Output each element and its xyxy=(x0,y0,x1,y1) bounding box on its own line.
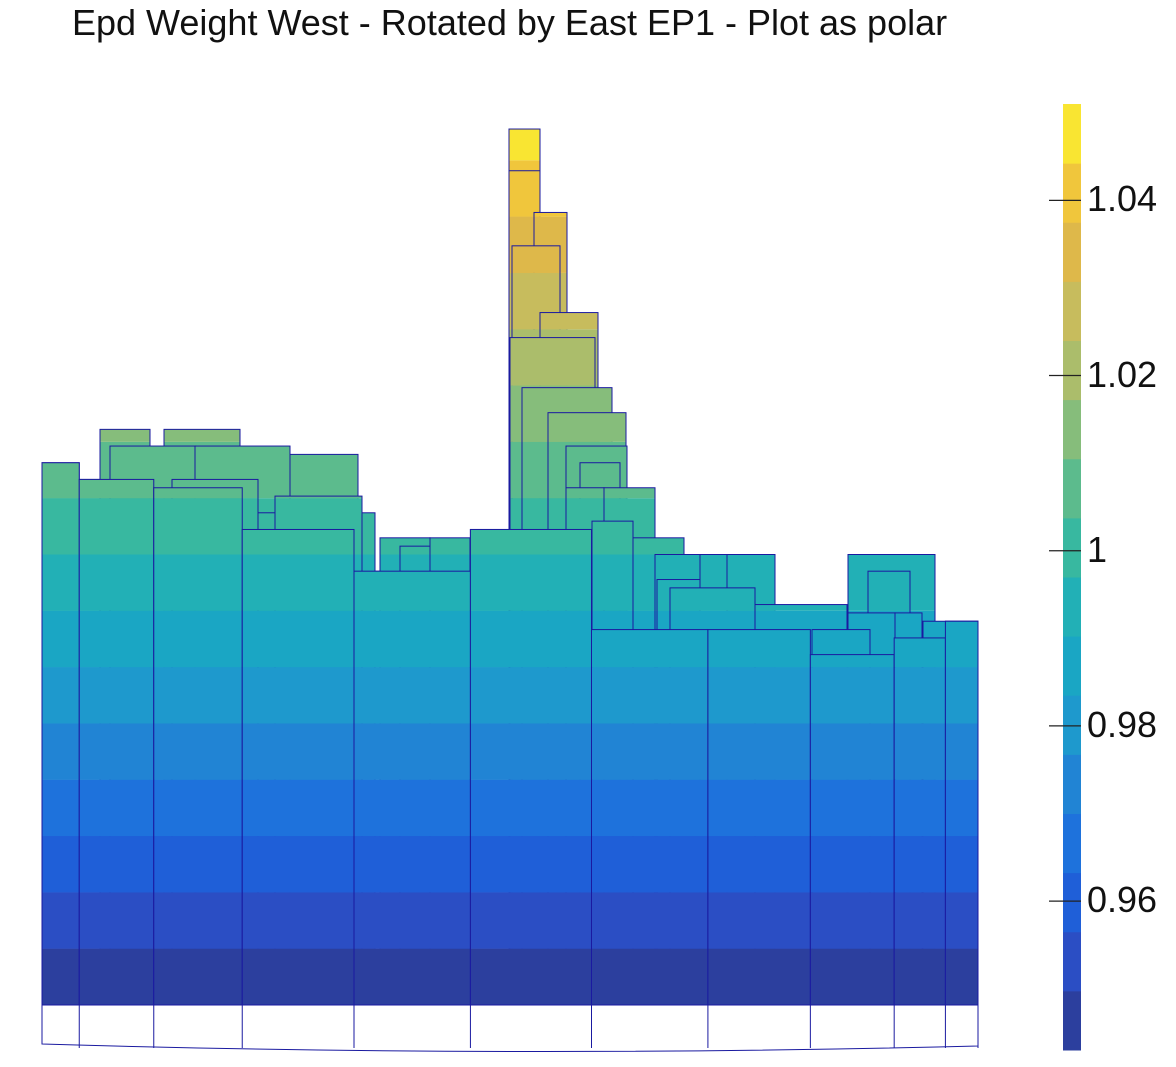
surface-column-front xyxy=(944,620,979,1006)
surface-column-front xyxy=(153,487,243,1006)
colorbar-band xyxy=(1063,104,1081,164)
colorbar-tick-label: 1.02 xyxy=(1087,353,1158,395)
colorbar-band xyxy=(1063,695,1081,755)
colorbar-band xyxy=(1063,281,1081,341)
colorbar-band xyxy=(1063,340,1081,401)
colorbar xyxy=(1049,104,1081,1051)
colorbar-band xyxy=(1063,458,1081,519)
surface-column-front xyxy=(893,637,946,1006)
surface-column-front xyxy=(241,528,355,1006)
colorbar-band xyxy=(1063,222,1081,282)
colorbar-band xyxy=(1063,636,1081,696)
surface-column-front xyxy=(41,462,80,1006)
colorbar-band xyxy=(1063,517,1081,578)
colorbar-band xyxy=(1063,990,1081,1051)
colorbar-tick-label: 0.96 xyxy=(1087,879,1158,921)
surface-column-front xyxy=(469,528,592,1006)
surface-column-front xyxy=(590,629,709,1006)
colorbar-band xyxy=(1063,931,1081,992)
colorbar-tick-label: 1 xyxy=(1087,528,1108,570)
surface-column-front xyxy=(78,478,155,1006)
surface-plot xyxy=(41,128,979,1053)
surface-column-front xyxy=(809,654,895,1006)
colorbar-band xyxy=(1063,754,1081,814)
colorbar-tick-label: 1.04 xyxy=(1087,178,1158,220)
colorbar-band xyxy=(1063,163,1081,223)
colorbar-band xyxy=(1063,813,1081,874)
colorbar-band xyxy=(1063,872,1081,933)
colorbar-tick-label: 0.98 xyxy=(1087,703,1158,745)
chart-title: Epd Weight West - Rotated by East EP1 - … xyxy=(72,2,948,43)
colorbar-band xyxy=(1063,577,1081,637)
surface-column-front xyxy=(707,629,811,1006)
colorbar-band xyxy=(1063,399,1081,460)
surface-column-front xyxy=(353,570,471,1006)
surface-base xyxy=(41,1004,979,1053)
